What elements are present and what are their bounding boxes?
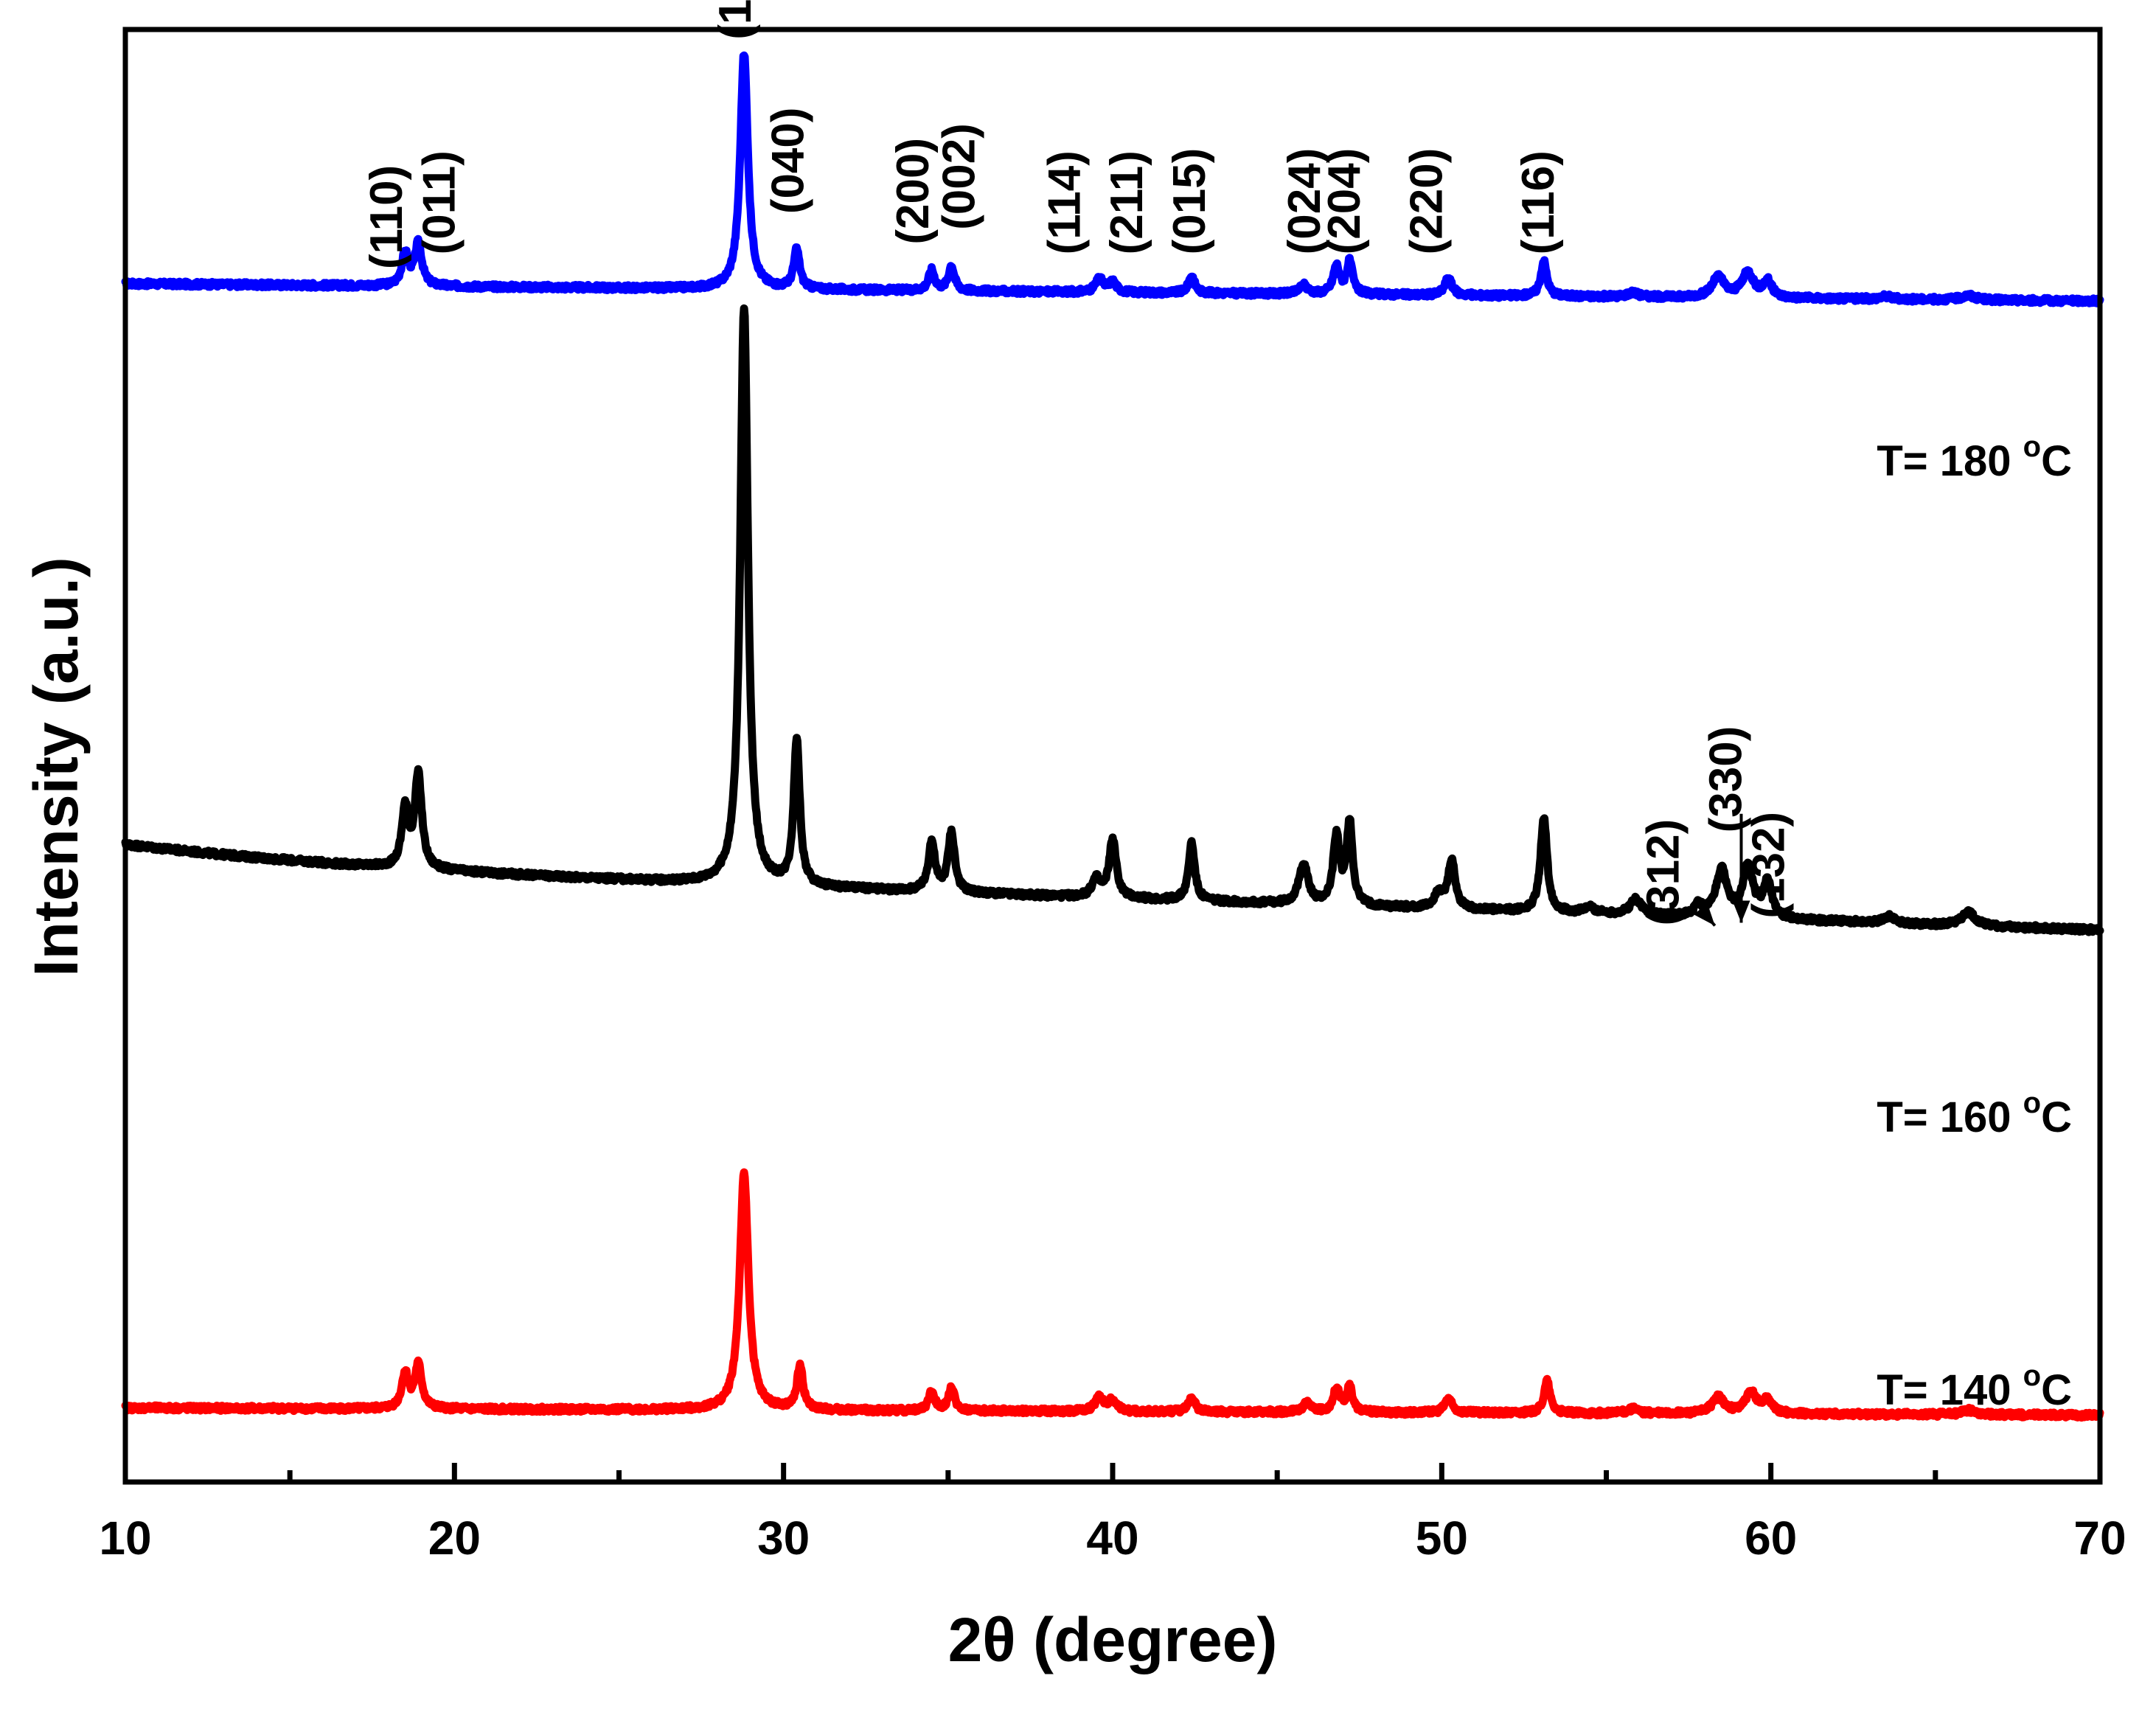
series-label-unit: C — [2041, 1093, 2072, 1141]
series-label-unit: C — [2041, 1366, 2072, 1414]
arrow-330 — [1732, 813, 1750, 923]
peak-label: (220) — [1401, 148, 1452, 255]
peak-label: (011) — [414, 150, 465, 254]
peak-label: (110) — [361, 165, 412, 269]
series-line-2 — [121, 1168, 2104, 1422]
series-label: T= 160 oC — [1877, 1087, 2072, 1141]
x-tick-label: 40 — [1086, 1512, 1138, 1565]
peak-label: (015) — [1164, 148, 1215, 255]
peak-annotations: (110)(011) (121) (040) (200)(002) (114)(211)… — [361, 0, 1795, 927]
x-tick-label: 30 — [757, 1512, 810, 1565]
peak-label: (116) — [1513, 150, 1564, 254]
series-line-0 — [121, 51, 2104, 307]
axes-frame: 10 20 30 40 50 60 70 — [99, 27, 2127, 1565]
series-line-1 — [121, 304, 2104, 936]
peak-label: (200) — [888, 138, 939, 245]
series-label-unit: C — [2041, 437, 2072, 485]
peak-label: (040) — [762, 107, 813, 214]
x-tick-label: 70 — [2073, 1512, 2126, 1565]
series-label-degree: o — [2023, 431, 2041, 463]
x-axis-title: 2θ (degree) — [948, 1605, 1278, 1674]
peak-label: (114) — [1039, 150, 1090, 254]
peak-label: (330) — [1701, 726, 1752, 833]
series-label-text: T= 160 — [1877, 1093, 2023, 1141]
series-label-degree: o — [2023, 1087, 2041, 1119]
series-label: T= 180 oC — [1877, 431, 2072, 485]
x-tick-label: 50 — [1416, 1512, 1468, 1565]
arrow-312 — [1694, 901, 1717, 927]
series-labels: T= 180 oCT= 160 oCT= 140 oC — [1877, 431, 2072, 1414]
x-tick-label: 60 — [1745, 1512, 1797, 1565]
peak-label: (211) — [1102, 150, 1152, 254]
series-label: T= 140 oC — [1877, 1360, 2072, 1414]
peak-label: (002) — [934, 123, 985, 230]
peak-label: (121) — [710, 0, 761, 40]
peak-label: (024) — [1279, 148, 1330, 255]
y-axis-title: Intensity (a.u.) — [21, 557, 91, 976]
peak-label: (204) — [1319, 148, 1370, 255]
x-tick-label: 10 — [99, 1512, 151, 1565]
series-label-text: T= 140 — [1877, 1366, 2023, 1414]
x-tick-label: 20 — [428, 1512, 481, 1565]
series-label-degree: o — [2023, 1360, 2041, 1392]
peak-label: (132) — [1744, 812, 1795, 919]
data-curves — [121, 51, 2104, 1422]
peak-label: (312) — [1638, 819, 1689, 926]
series-label-text: T= 180 — [1877, 437, 2023, 485]
